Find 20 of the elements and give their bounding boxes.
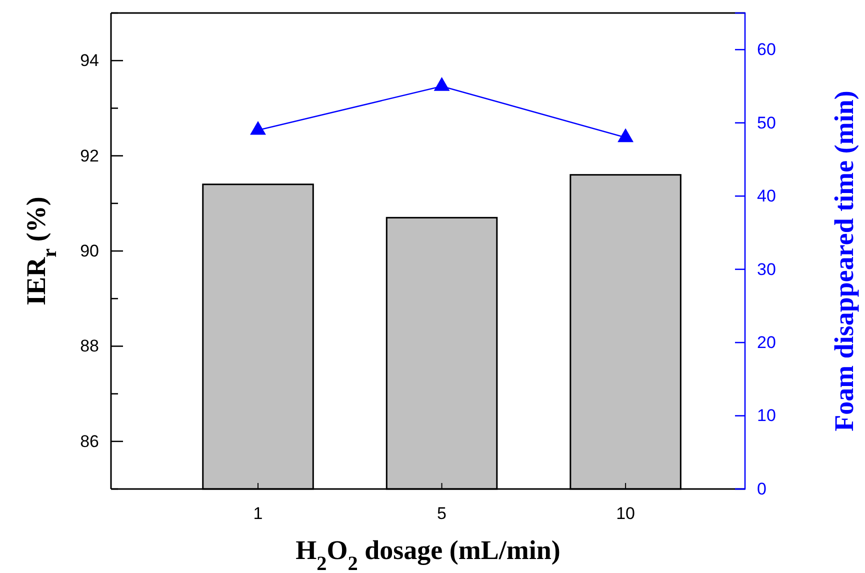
y2-tick-label: 40 [757,186,776,206]
y-tick-label: 88 [80,336,99,356]
y-tick-label: 90 [80,241,99,260]
y2-tick-label: 20 [757,332,776,352]
x-tick-label: 5 [437,504,447,523]
y-tick-label: 94 [80,51,99,70]
y2-tick-label: 50 [757,113,776,132]
x-tick-label: 10 [616,504,636,523]
y2-tick-label: 60 [757,40,776,60]
point [434,77,450,91]
y2-axis-title: Foam disappeared time (min) [829,90,859,432]
y2-tick-label: 10 [757,406,776,426]
y-tick-label: 92 [80,146,99,166]
y2-tick-label: 0 [757,479,766,498]
y-tick-label: 86 [80,432,99,451]
point [250,120,266,135]
y2-tick-label: 30 [757,260,776,279]
x-tick-label: 1 [253,504,263,523]
point [618,128,634,142]
x-axis-title: H$_{2}$O$_{2}$ dosage (mL/min) [296,535,560,573]
